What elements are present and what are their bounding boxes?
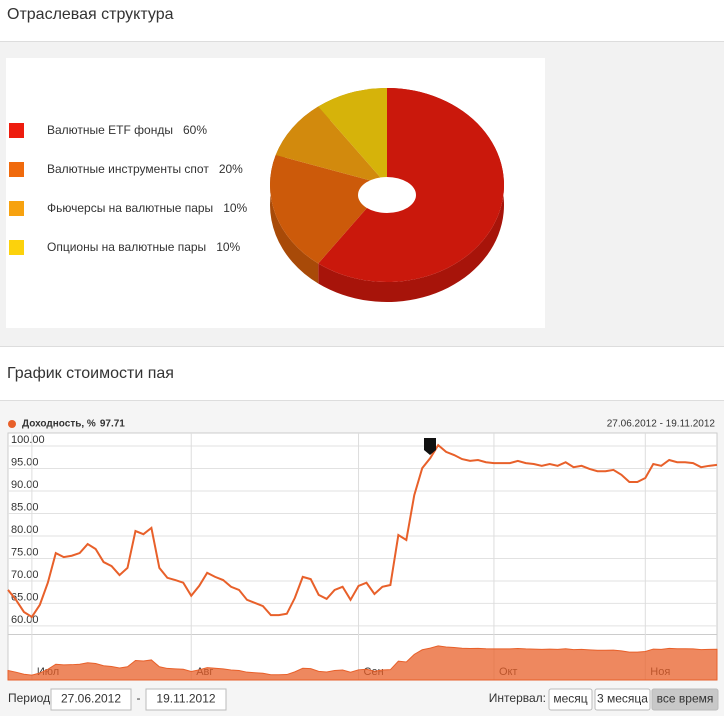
period-label: Период: xyxy=(8,691,53,705)
interval-label: Интервал: xyxy=(489,691,546,705)
date-input[interactable] xyxy=(145,688,227,711)
section-title: Отраслевая структура xyxy=(7,6,174,23)
legend-swatch xyxy=(9,201,24,216)
pie-slice xyxy=(318,87,505,282)
plot-area xyxy=(7,432,718,681)
y-tick-label: 100.00 xyxy=(11,434,45,446)
date-separator: - xyxy=(137,691,141,705)
legend-label: Опционы на валютные пары xyxy=(47,240,206,254)
legend-label: Фьючерсы на валютные пары xyxy=(47,201,213,215)
pie-hole xyxy=(358,177,416,213)
pie-side xyxy=(318,87,505,303)
date-input[interactable] xyxy=(50,688,132,711)
y-tick-label: 75.00 xyxy=(11,546,39,558)
interval-button-text: месяц xyxy=(553,692,587,706)
dynamic: Валютные ETF фонды 60% Валютные инструмент… xyxy=(7,87,719,711)
legend-value: 10% xyxy=(216,240,240,254)
legend-value: 60% xyxy=(183,123,207,137)
interval-button-text: 3 месяца xyxy=(597,692,648,706)
legend-value: 10% xyxy=(223,201,247,215)
series-line xyxy=(7,443,718,619)
legend-value: 97.71 xyxy=(100,419,125,430)
legend-swatch xyxy=(9,162,24,177)
date-input-text: 27.06.2012 xyxy=(61,692,121,706)
legend-value: 20% xyxy=(219,162,243,176)
y-tick-label: 60.00 xyxy=(11,614,39,626)
y-tick-label: 90.00 xyxy=(11,479,39,491)
y-tick-label: 85.00 xyxy=(11,501,39,513)
header-bar xyxy=(0,0,724,41)
pie-slice xyxy=(318,88,387,185)
y-tick-label: 70.00 xyxy=(11,569,39,581)
legend-label: Валютные ETF фонды xyxy=(47,123,173,137)
interval-button[interactable] xyxy=(651,688,719,711)
marker-flag xyxy=(424,438,436,455)
pie-slice xyxy=(275,106,387,185)
legend-swatch xyxy=(9,123,24,138)
section-title: График стоимости пая xyxy=(7,365,174,382)
interval-button[interactable] xyxy=(594,688,651,711)
date-range: 27.06.2012 - 19.11.2012 xyxy=(607,419,716,430)
interval-button-text: все время xyxy=(657,692,714,706)
legend-dot xyxy=(8,420,16,428)
date-input-text: 19.11.2012 xyxy=(156,692,215,706)
interval-button[interactable] xyxy=(548,688,593,711)
y-tick-label: 95.00 xyxy=(11,456,39,468)
legend-swatch xyxy=(9,240,24,255)
y-tick-label: 80.00 xyxy=(11,524,39,536)
legend-name: Доходность, % xyxy=(22,419,96,430)
pie-slice xyxy=(270,155,387,264)
legend-label: Валютные инструменты спот xyxy=(47,162,209,176)
header-bar xyxy=(0,347,724,400)
navigator-area xyxy=(7,645,718,681)
